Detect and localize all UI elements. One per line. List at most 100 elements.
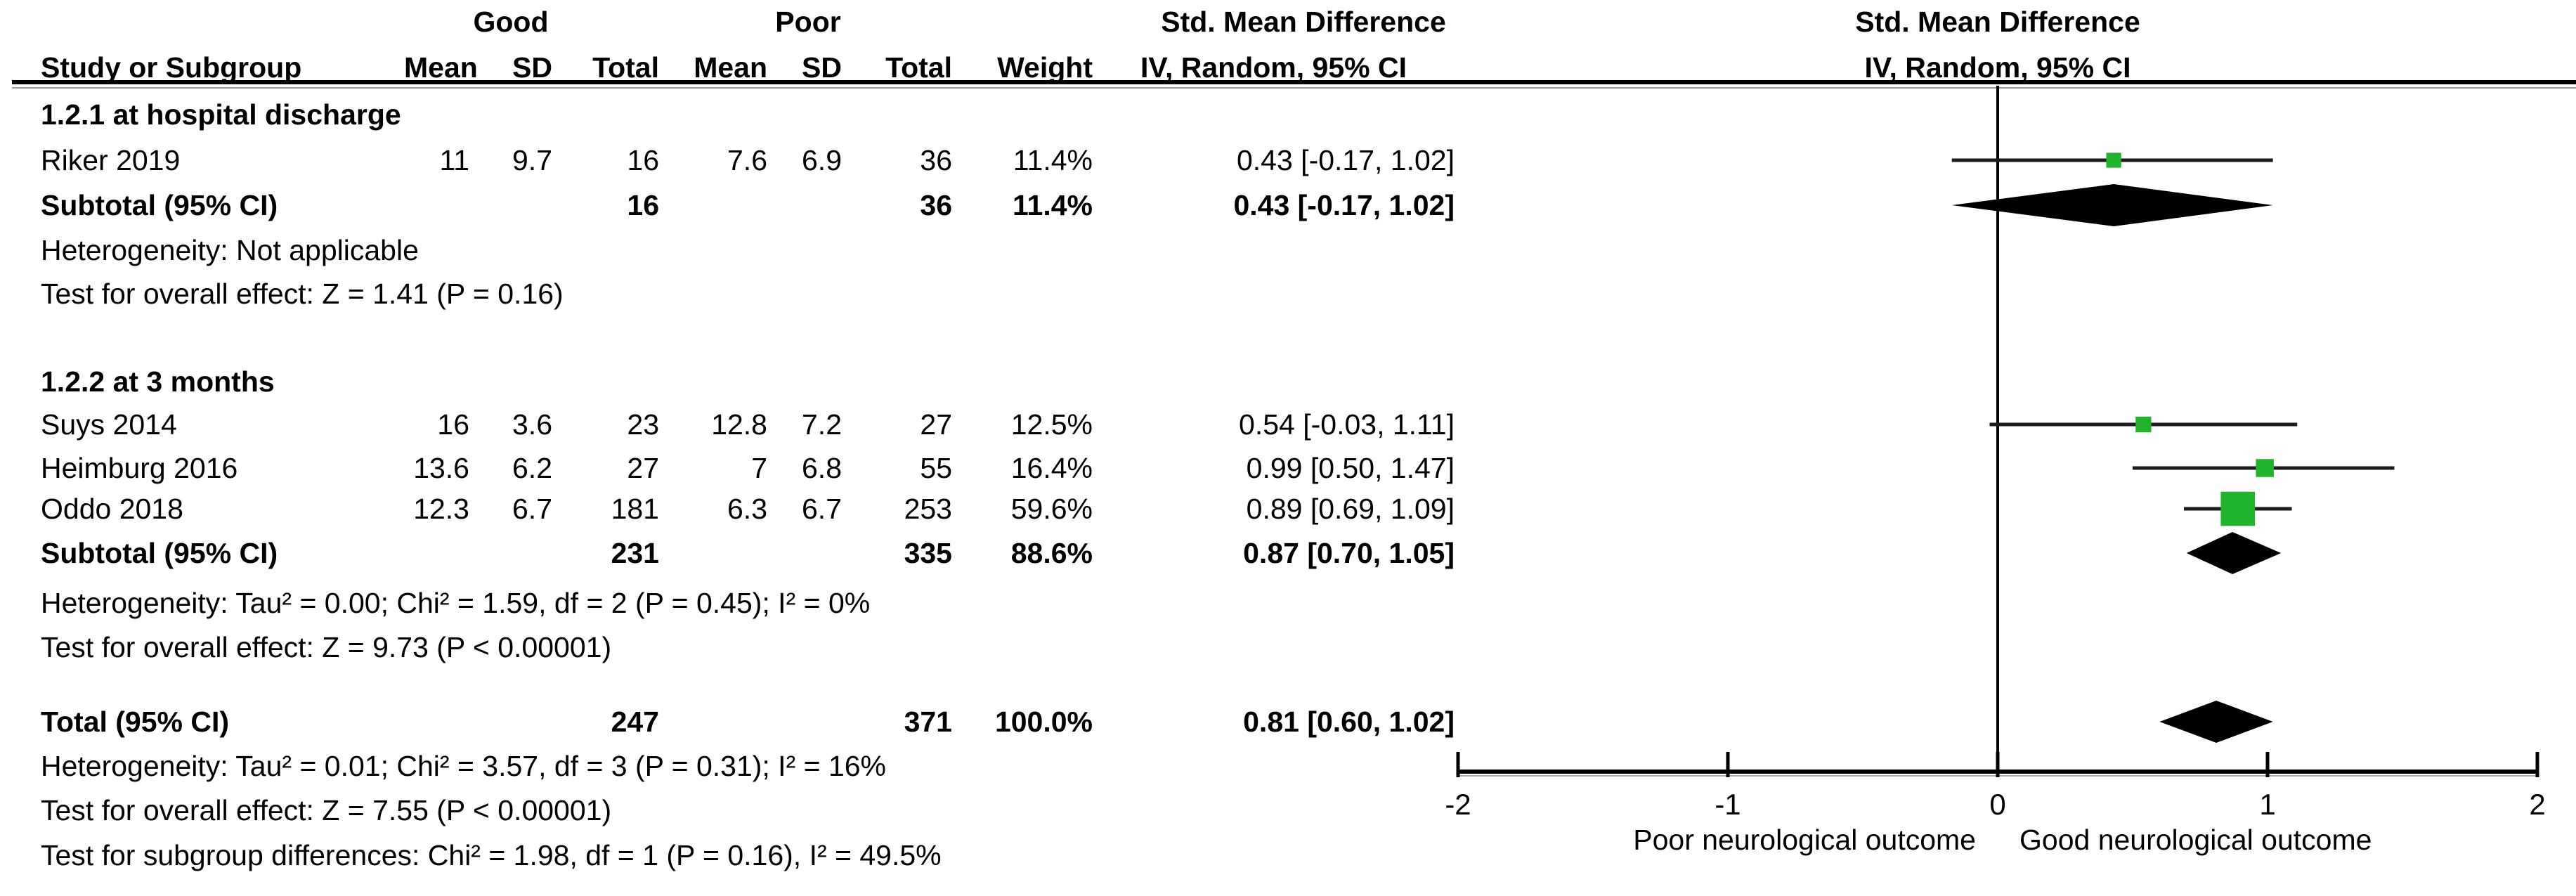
total-total-poor: 371 <box>904 706 952 738</box>
study-name: Oddo 2018 <box>41 493 183 525</box>
subtotal-weight: 11.4% <box>1013 189 1093 221</box>
total-row: Total (95% CI) 247 371 100.0% 0.81 [0.60… <box>41 700 1455 744</box>
sd-poor: 6.8 <box>802 452 842 484</box>
pooled-diamond-total <box>2159 701 2273 743</box>
weight-value: 59.6% <box>1010 493 1093 525</box>
sd-good: 6.2 <box>512 452 552 484</box>
pooled-diamond-sub2 <box>2186 532 2282 574</box>
mean-poor: 6.3 <box>727 493 767 525</box>
subtotal-total-poor: 36 <box>920 189 952 221</box>
subgroup-title-2-label: 1.2.2 at 3 months <box>41 365 275 398</box>
axis-tick-label: -1 <box>1715 788 1741 821</box>
mean-good: 11 <box>439 144 469 176</box>
subtotal-row-2: Subtotal (95% CI) 231 335 88.6% 0.87 [0.… <box>41 531 1455 575</box>
mean-good: 13.6 <box>413 452 469 484</box>
total-poor: 253 <box>904 493 952 525</box>
sd-poor: 6.7 <box>802 493 842 525</box>
mean-poor: 7 <box>751 452 767 484</box>
effect-header-left: Std. Mean Difference <box>1161 6 1446 38</box>
ci-value: 0.43 [-0.17, 1.02] <box>1236 144 1455 176</box>
mean-poor: 12.8 <box>711 408 767 441</box>
axis-tick-label: 0 <box>1989 788 2006 821</box>
col-header-mean-good: Mean <box>404 51 478 84</box>
sd-good: 9.7 <box>512 144 552 176</box>
overall-effect-text: Test for overall effect: Z = 7.55 (P < 0… <box>41 794 612 826</box>
subtotal-ci: 0.87 [0.70, 1.05] <box>1243 537 1455 569</box>
study-row-suys-2014: Suys 2014 16 3.6 23 12.8 7.2 27 12.5% 0.… <box>41 403 1455 446</box>
overall-effect-row-1: Test for overall effect: Z = 1.41 (P = 0… <box>41 272 1455 316</box>
axis-tick-label: 2 <box>2529 788 2546 821</box>
study-row-heimburg-2016: Heimburg 2016 13.6 6.2 27 7 6.8 55 16.4%… <box>41 446 1455 490</box>
total-good: 27 <box>627 452 659 484</box>
header-rule-shadow <box>12 87 2576 89</box>
sd-good: 6.7 <box>512 493 552 525</box>
group-header-poor: Poor <box>775 6 841 38</box>
axis-label-good-outcome: Good neurological outcome <box>2019 824 2372 856</box>
subgroup-differences-row: Test for subgroup differences: Chi² = 1.… <box>41 833 1455 877</box>
overall-effect-text: Test for overall effect: Z = 9.73 (P < 0… <box>41 631 612 663</box>
total-ci: 0.81 [0.60, 1.02] <box>1243 706 1455 738</box>
study-row-oddo-2018: Oddo 2018 12.3 6.7 181 6.3 6.7 253 59.6%… <box>41 487 1455 531</box>
subtotal-ci: 0.43 [-0.17, 1.02] <box>1233 189 1455 221</box>
total-label: Total (95% CI) <box>41 706 230 738</box>
col-header-ci: IV, Random, 95% CI <box>1140 51 1407 84</box>
weight-value: 11.4% <box>1013 144 1093 176</box>
overall-effect-text: Test for overall effect: Z = 1.41 (P = 0… <box>41 278 564 310</box>
subtotal-total-poor: 335 <box>904 537 952 569</box>
heterogeneity-text: Heterogeneity: Tau² = 0.00; Chi² = 1.59,… <box>41 587 871 619</box>
study-name: Riker 2019 <box>41 144 181 176</box>
overall-effect-row-2: Test for overall effect: Z = 9.73 (P < 0… <box>41 625 1455 669</box>
ci-value: 0.89 [0.69, 1.09] <box>1246 493 1455 525</box>
study-row-riker-2019: Riker 2019 11 9.7 16 7.6 6.9 36 11.4% 0.… <box>41 138 1455 182</box>
group-header-good: Good <box>473 6 549 38</box>
subtotal-total-good: 231 <box>611 537 659 569</box>
subtotal-total-good: 16 <box>627 189 659 221</box>
col-header-sd-poor: SD <box>802 51 842 84</box>
col-header-study: Study or Subgroup <box>41 51 302 84</box>
point-estimate-riker <box>2106 152 2121 168</box>
subtotal-label: Subtotal (95% CI) <box>41 537 278 569</box>
sd-poor: 6.9 <box>802 144 842 176</box>
ci-value: 0.99 [0.50, 1.47] <box>1246 452 1455 484</box>
subgroup-differences-text: Test for subgroup differences: Chi² = 1.… <box>41 839 942 871</box>
point-estimate-suys <box>2135 416 2152 433</box>
study-name: Suys 2014 <box>41 408 177 441</box>
header-rule <box>12 80 2576 84</box>
total-poor: 55 <box>920 452 952 484</box>
subtotal-row-1: Subtotal (95% CI) 16 36 11.4% 0.43 [-0.1… <box>41 183 1455 227</box>
total-poor: 36 <box>920 144 952 176</box>
heterogeneity-text: Heterogeneity: Not applicable <box>41 234 419 266</box>
col-header-total-poor: Total <box>885 51 952 84</box>
col-header-weight: Weight <box>997 51 1093 84</box>
mean-poor: 7.6 <box>727 144 767 176</box>
study-name: Heimburg 2016 <box>41 452 238 484</box>
point-estimate-heim <box>2256 459 2274 477</box>
sd-good: 3.6 <box>512 408 552 441</box>
mean-good: 16 <box>437 408 469 441</box>
sd-poor: 7.2 <box>802 408 842 441</box>
axis-tick-label: -2 <box>1445 788 1471 821</box>
subgroup-title-2: 1.2.2 at 3 months <box>41 360 1455 403</box>
heterogeneity-row-total: Heterogeneity: Tau² = 0.01; Chi² = 3.57,… <box>41 744 1455 788</box>
subgroup-title-1-label: 1.2.1 at hospital discharge <box>41 98 401 131</box>
subgroup-title-1: 1.2.1 at hospital discharge <box>41 93 1455 136</box>
weight-value: 12.5% <box>1010 408 1093 441</box>
heterogeneity-row-2: Heterogeneity: Tau² = 0.00; Chi² = 1.59,… <box>41 581 1455 625</box>
point-estimate-oddo <box>2220 491 2256 526</box>
overall-effect-row-total: Test for overall effect: Z = 7.55 (P < 0… <box>41 788 1455 832</box>
subtotal-weight: 88.6% <box>1010 537 1093 569</box>
total-weight: 100.0% <box>994 706 1093 738</box>
effect-header-right: Std. Mean Difference <box>1855 6 2140 38</box>
column-header-row: Study or Subgroup Mean SD Total Mean SD … <box>41 46 1455 89</box>
total-total-good: 247 <box>611 706 659 738</box>
col-header-total-good: Total <box>592 51 659 84</box>
weight-value: 16.4% <box>1010 452 1093 484</box>
axis-tick-label: 1 <box>2259 788 2276 821</box>
total-good: 23 <box>627 408 659 441</box>
mean-good: 12.3 <box>413 493 469 525</box>
col-header-sd-good: SD <box>512 51 552 84</box>
total-good: 16 <box>627 144 659 176</box>
ci-value: 0.54 [-0.03, 1.11] <box>1239 408 1455 441</box>
